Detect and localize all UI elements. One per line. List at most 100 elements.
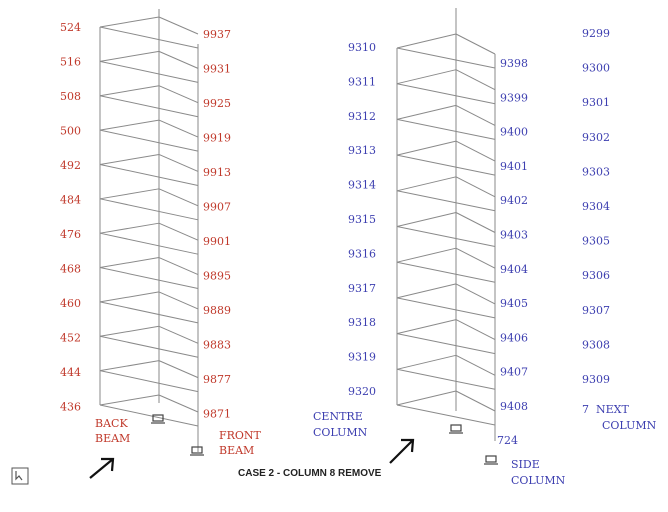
right-frame: [396, 8, 496, 441]
back-node-label: 436: [60, 401, 81, 414]
back-node-label: 484: [60, 194, 81, 207]
back-node-label: 452: [60, 332, 81, 345]
floor-line: [396, 212, 457, 227]
floor-diagonal: [99, 163, 199, 186]
mid-node-label: 9407: [500, 366, 528, 379]
front-node-label: 9919: [203, 132, 231, 145]
back-node-label: 460: [60, 297, 81, 310]
floor-line: [396, 354, 457, 370]
floor-line: [99, 291, 160, 303]
side-node-label: 9302: [582, 131, 610, 144]
cursor-icon: [11, 467, 29, 485]
mid-node-label: 9399: [500, 91, 528, 104]
next-column-label-1: 7 NEXT: [582, 403, 629, 416]
back-beam-label-2: BEAM: [95, 432, 130, 445]
front-node-labels: 9937 9931 9925 9919 9913 9907 9901 9895 9889 9883…: [203, 28, 231, 421]
floor-line: [158, 50, 199, 69]
side-node-label: 9305: [582, 235, 610, 248]
front-node-label: 9937: [203, 28, 231, 41]
floor-line: [396, 33, 457, 49]
floor-diagonal: [99, 232, 199, 255]
front-node-label: 9925: [203, 97, 231, 110]
floor-diagonal: [396, 404, 496, 426]
back-node-label: 516: [60, 56, 81, 69]
floor-line: [396, 69, 457, 85]
side-node-labels: 9299 9300 9301 9302 9303 9304 9305 9306 9307 9308…: [582, 27, 610, 386]
back-node-label: 468: [60, 263, 81, 276]
floor-diagonal: [99, 198, 199, 221]
side-node-label: 9308: [582, 338, 610, 351]
floor-line: [99, 50, 160, 62]
centre-node-label: 9313: [348, 144, 376, 157]
side-node-label: 9304: [582, 200, 610, 213]
centre-node-label: 9310: [348, 41, 376, 54]
centre-column-label-2: COLUMN: [313, 426, 368, 439]
floor-diagonal: [99, 129, 199, 152]
floor-line: [455, 140, 496, 162]
mid-node-label: 9398: [500, 57, 528, 70]
floor-line: [99, 85, 160, 97]
floor-diagonal: [396, 297, 496, 319]
mid-node-label: 9401: [500, 160, 528, 173]
floor-line: [158, 153, 199, 172]
floor-diagonal: [396, 154, 496, 176]
floor-line: [99, 360, 160, 372]
front-node-label: 9913: [203, 166, 231, 179]
front-node-label: 9883: [203, 339, 231, 352]
centre-node-label: 9319: [348, 351, 376, 364]
floor-diagonal: [99, 370, 199, 393]
front-node-label: 9877: [203, 373, 231, 386]
support-icon: [484, 455, 498, 465]
centre-node-labels: 9310 9311 9312 9313 9314 9315 9316 9317 9318 9319…: [348, 41, 376, 398]
side-column-label-1: SIDE: [511, 458, 540, 471]
back-beam-label-1: BACK: [95, 417, 128, 430]
centre-node-label: 9316: [348, 247, 376, 260]
side-node-label: 9309: [582, 373, 610, 386]
floor-line: [396, 390, 457, 406]
floor-line: [158, 222, 199, 241]
floor-line: [158, 325, 199, 344]
floor-line: [158, 85, 199, 104]
side-node-label: 9299: [582, 27, 610, 40]
side-node-label: 724: [497, 434, 518, 447]
arrow-icon: [389, 438, 415, 464]
mid-node-label: 9405: [500, 297, 528, 310]
mid-node-label: 9404: [500, 263, 528, 276]
floor-diagonal: [396, 226, 496, 247]
floor-line: [455, 176, 496, 198]
floor-diagonal: [99, 335, 199, 358]
support-icon: [449, 424, 463, 434]
floor-line: [99, 119, 160, 131]
mid-node-label: 9408: [500, 400, 528, 413]
floor-diagonal: [99, 60, 199, 83]
floor-line: [99, 16, 160, 28]
side-node-label: 9306: [582, 269, 610, 282]
floor-line: [455, 354, 496, 376]
arrow-icon: [89, 457, 115, 479]
floor-line: [396, 283, 457, 299]
side-node-label: 9303: [582, 165, 610, 178]
floor-line: [455, 104, 496, 126]
mid-node-label: 9406: [500, 331, 528, 344]
support-icon: [151, 414, 165, 424]
front-node-label: 9931: [203, 63, 231, 76]
floor-line: [99, 257, 160, 269]
floor-line: [99, 222, 160, 234]
front-node-label: 9889: [203, 304, 231, 317]
front-node-label: 9871: [203, 408, 231, 421]
centre-node-label: 9314: [348, 179, 376, 192]
floor-diagonal: [99, 26, 199, 49]
centre-column-label-1: CENTRE: [313, 410, 363, 423]
back-node-label: 524: [60, 21, 81, 34]
floor-diagonal: [99, 267, 199, 290]
floor-line: [158, 360, 199, 379]
mid-node-label: 9403: [500, 229, 528, 242]
floor-diagonal: [99, 95, 199, 118]
front-node-label: 9907: [203, 201, 231, 214]
front-beam-label-1: FRONT: [219, 429, 262, 442]
mid-node-label: 9402: [500, 194, 528, 207]
front-beam-label-2: BEAM: [219, 444, 254, 457]
centre-node-label: 9312: [348, 110, 376, 123]
floor-line: [99, 325, 160, 337]
